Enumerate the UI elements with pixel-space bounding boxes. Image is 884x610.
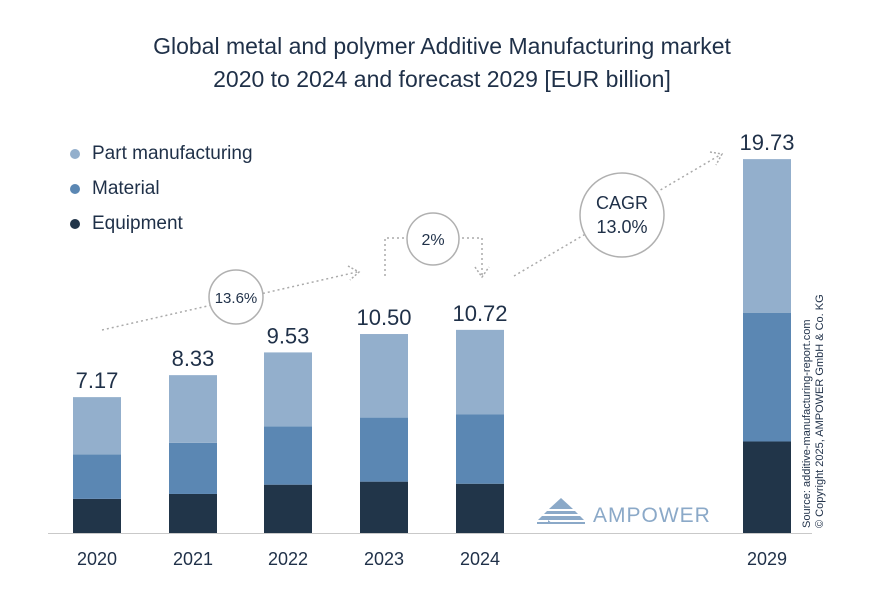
bar-segment-part-manufacturing-2024: [456, 329, 504, 415]
source-note: Source: additive-manufacturing-report.co…: [801, 294, 827, 528]
bar-segment-material-2024: [456, 414, 504, 484]
total-label-2023: 10.50: [356, 305, 411, 330]
x-tick-label-2022: 2022: [268, 549, 308, 569]
total-label-2022: 9.53: [267, 323, 310, 348]
bars: [73, 159, 791, 533]
cagr-2024-2029-value: 13.0%: [596, 217, 647, 237]
legend-item-part-manufacturing: Part manufacturing: [70, 136, 253, 171]
bar-segment-part-manufacturing-2023: [360, 334, 408, 418]
legend-item-equipment: Equipment: [70, 206, 253, 241]
cagr-2024-2029-circle: [579, 172, 665, 258]
legend-swatch-part-manufacturing: [70, 148, 80, 159]
ampower-logo: AMPOWER: [537, 498, 711, 527]
x-tick-label-2024: 2024: [460, 549, 500, 569]
bar-segment-equipment-2022: [264, 484, 312, 533]
growth-annotations: 13.6% 2% CAGR 13.0%: [101, 151, 724, 331]
ampower-logo-mark: [537, 498, 585, 524]
legend-label-material: Material: [92, 177, 160, 199]
x-tick-label-2029: 2029: [747, 549, 787, 569]
total-label-2020: 7.17: [76, 368, 119, 393]
bar-segment-equipment-2024: [456, 483, 504, 533]
cagr-2024-2029-label: CAGR: [596, 193, 648, 213]
x-tick-label-2020: 2020: [77, 549, 117, 569]
chart-title: Global metal and polymer Additive Manufa…: [0, 30, 884, 96]
copyright-line: © Copyright 2025, AMPOWER GmbH & Co. KG: [814, 294, 826, 528]
bar-segment-material-2029: [743, 312, 791, 442]
x-tick-label-2021: 2021: [173, 549, 213, 569]
bar-segment-equipment-2021: [169, 493, 217, 533]
bar-segment-equipment-2023: [360, 481, 408, 533]
bar-segment-material-2021: [169, 442, 217, 494]
ampower-logo-text: AMPOWER: [593, 504, 711, 527]
cagr-2024-2029-arrow-head: [709, 151, 724, 166]
legend-swatch-equipment: [70, 218, 80, 229]
total-label-2024: 10.72: [452, 301, 507, 326]
bar-segment-part-manufacturing-2029: [743, 159, 791, 313]
cagr-2020-2023-circle: [208, 269, 264, 325]
bar-segment-material-2022: [264, 426, 312, 485]
total-label-2021: 8.33: [172, 346, 215, 371]
source-line: Source: additive-manufacturing-report.co…: [801, 319, 813, 528]
bar-segment-part-manufacturing-2021: [169, 375, 217, 443]
bar-segment-equipment-2029: [743, 441, 791, 533]
legend-label-equipment: Equipment: [92, 212, 183, 234]
bar-segment-part-manufacturing-2022: [264, 352, 312, 427]
growth-2023-2024-circle: [406, 212, 460, 266]
growth-2023-2024-arrow-head: [474, 266, 490, 279]
legend-item-material: Material: [70, 171, 253, 206]
bar-segment-part-manufacturing-2020: [73, 397, 121, 455]
bar-segment-equipment-2020: [73, 498, 121, 533]
chart-title-line-2: 2020 to 2024 and forecast 2029 [EUR bill…: [213, 66, 671, 92]
bar-segment-material-2023: [360, 417, 408, 482]
x-axis-ticks: 2020 2021 2022 2023 2024 2029: [77, 549, 787, 569]
cagr-2020-2023-arrow-head: [347, 265, 361, 281]
legend-swatch-material: [70, 183, 80, 194]
x-tick-label-2023: 2023: [364, 549, 404, 569]
bar-labels: 7.17 8.33 9.53 10.50 10.72 19.73: [76, 130, 795, 393]
legend: Part manufacturing Material Equipment: [70, 136, 253, 241]
bar-segment-material-2020: [73, 454, 121, 499]
cagr-2020-2023-label: 13.6%: [215, 290, 258, 307]
growth-2023-2024-label: 2%: [421, 232, 444, 249]
legend-label-part-manufacturing: Part manufacturing: [92, 142, 253, 164]
chart-title-line-1: Global metal and polymer Additive Manufa…: [153, 33, 731, 59]
total-label-2029: 19.73: [739, 130, 794, 155]
